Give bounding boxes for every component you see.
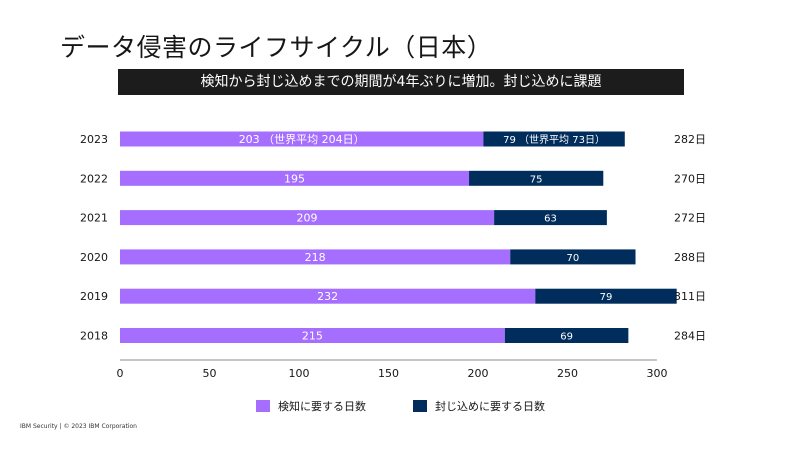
legend-contain-swatch (413, 400, 427, 412)
data-label-contain-2023: 79 （世界平均 73日） (503, 134, 605, 146)
data-label-detect-2022: 195 (284, 172, 305, 185)
bar-detect-2020 (120, 249, 511, 265)
bar-contain-2022 (469, 170, 604, 186)
legend-contain-label: 封じ込めに要する日数 (435, 399, 545, 413)
x-tick-label-250: 250 (557, 367, 578, 380)
category-label-2020: 2020 (80, 251, 108, 264)
data-label-detect-2023: 203 （世界平均 204日） (239, 133, 365, 146)
category-label-2021: 2021 (80, 212, 108, 225)
x-tick-label-150: 150 (378, 367, 399, 380)
data-label-contain-2022: 75 (530, 174, 543, 185)
bar-contain-2021 (494, 210, 607, 226)
total-label-2018: 284日 (674, 330, 706, 343)
total-label-2023: 282日 (674, 133, 706, 146)
legend-detect-label: 検知に要する日数 (278, 399, 366, 413)
bar-contain-2018 (504, 328, 629, 343)
data-label-detect-2018: 215 (302, 330, 323, 343)
x-tick-label-50: 50 (203, 367, 217, 380)
category-label-2023: 2023 (80, 133, 108, 146)
bar-detect-2021 (120, 210, 495, 226)
bar-detect-2023 (120, 131, 484, 147)
category-label-2018: 2018 (80, 330, 108, 343)
bar-contain-2019 (535, 288, 677, 304)
total-label-2020: 288日 (674, 251, 706, 264)
data-label-detect-2019: 232 (317, 290, 338, 303)
category-label-2019: 2019 (80, 290, 108, 303)
data-label-contain-2021: 63 (544, 214, 557, 225)
x-tick-label-200: 200 (468, 367, 489, 380)
x-tick-label-0: 0 (117, 367, 124, 380)
total-label-2019: 311日 (674, 290, 706, 303)
data-label-detect-2021: 209 (297, 212, 318, 225)
legend-detect-swatch (256, 400, 270, 412)
data-label-contain-2018: 69 (560, 332, 573, 343)
bar-contain-2023 (483, 131, 625, 147)
category-label-2022: 2022 (80, 172, 108, 185)
bar-detect-2022 (120, 170, 470, 186)
total-label-2021: 272日 (674, 212, 706, 225)
footer-copyright: IBM Security | © 2023 IBM Corporation (20, 423, 137, 430)
bar-detect-2019 (120, 288, 536, 304)
page-title: データ侵害のライフサイクル（日本） (60, 33, 493, 62)
x-tick-label-300: 300 (647, 367, 668, 380)
bar-detect-2018 (120, 328, 505, 343)
data-label-contain-2020: 70 (567, 253, 580, 264)
data-label-contain-2019: 79 (600, 292, 613, 303)
headline-banner: 検知から封じ込めまでの期間が4年ぶりに増加。封じ込めに課題 (118, 69, 684, 95)
bar-contain-2020 (510, 249, 636, 265)
total-label-2022: 270日 (674, 172, 706, 185)
x-tick-label-100: 100 (289, 367, 310, 380)
data-label-detect-2020: 218 (305, 251, 326, 264)
